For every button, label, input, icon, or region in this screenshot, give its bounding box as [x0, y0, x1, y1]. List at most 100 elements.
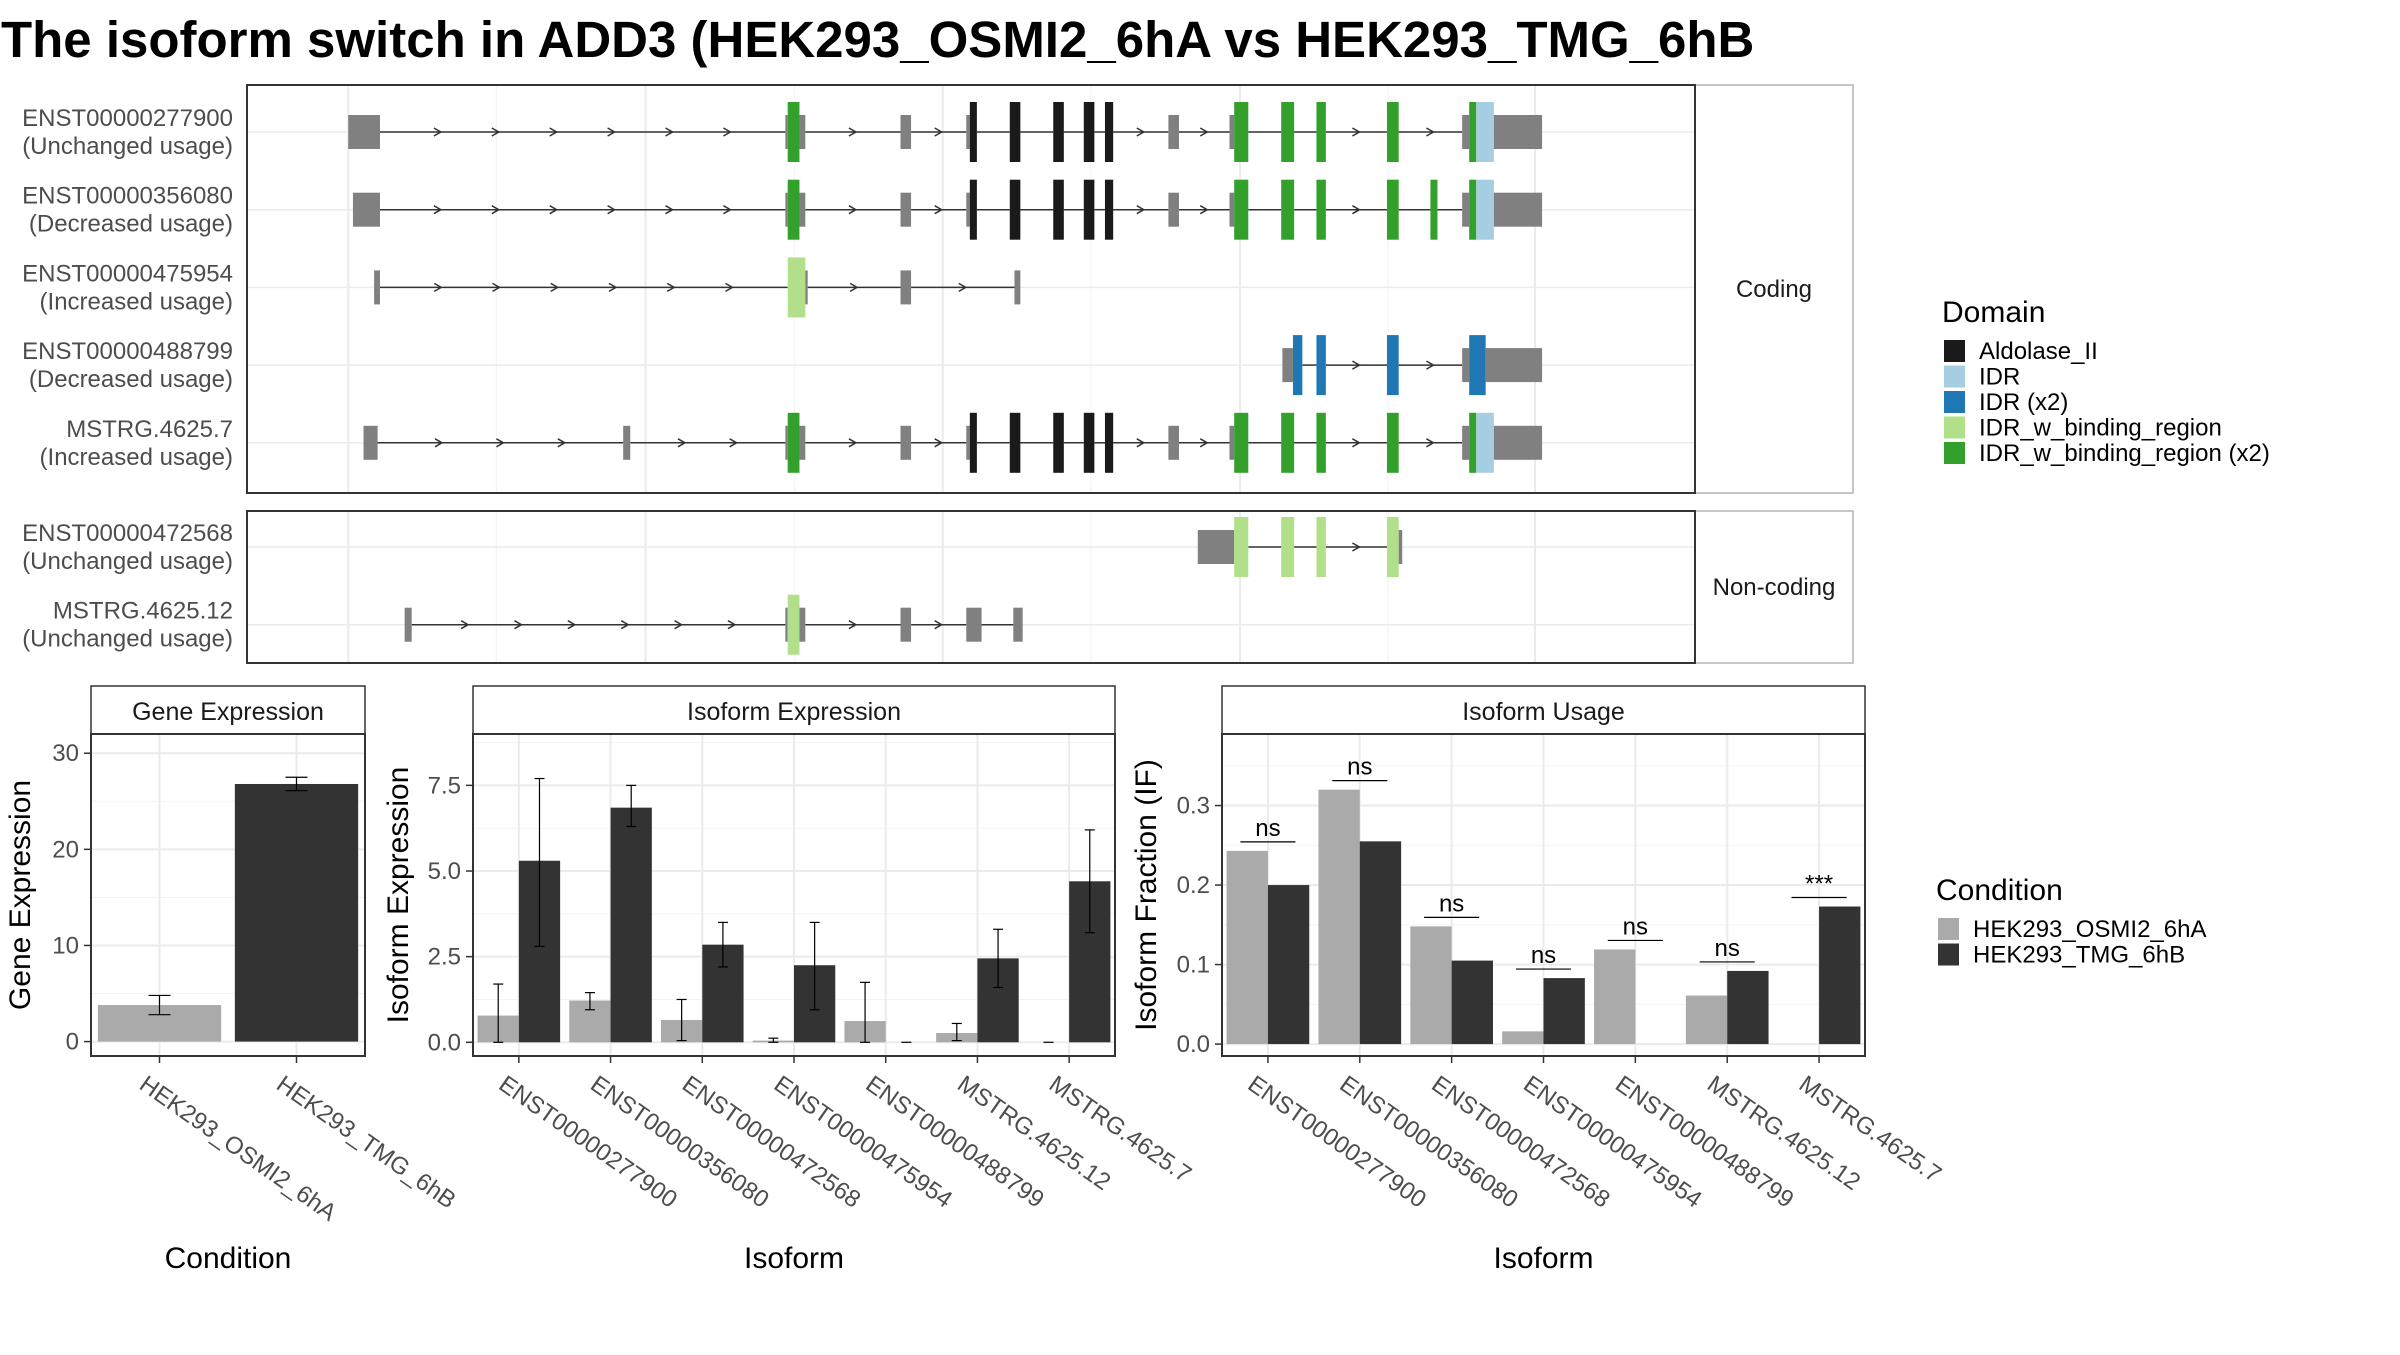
transcript-track	[348, 102, 1543, 162]
structure-panel-border	[246, 510, 1696, 664]
intron-arrow	[934, 127, 944, 137]
intron-arrow	[1136, 127, 1146, 137]
intron-arrow	[1199, 205, 1209, 215]
exon-domain	[1281, 412, 1295, 473]
intron-arrow	[723, 127, 732, 137]
chart-strip	[1221, 685, 1866, 735]
transcript-track	[1282, 335, 1543, 396]
exon-domain	[787, 102, 800, 162]
legend-label: IDR (x2)	[1979, 389, 2068, 416]
y-tick-label: 0.1	[1177, 952, 1210, 979]
transcript-track	[363, 412, 1543, 473]
bar	[1410, 926, 1452, 1045]
y-tick-label: 7.5	[428, 772, 461, 799]
bar	[1451, 960, 1493, 1045]
exon-utr	[623, 425, 631, 460]
y-tick-label: 0.0	[1177, 1031, 1210, 1058]
legend-swatch	[1944, 442, 1965, 464]
intron-arrow	[665, 205, 675, 215]
exon-utr	[805, 270, 808, 305]
exon-utr	[1014, 270, 1021, 305]
exon-utr	[966, 192, 970, 227]
transcript-track	[374, 257, 1021, 318]
intron-arrow	[1352, 360, 1361, 370]
transcript-name-label: MSTRG.4625.12	[53, 598, 233, 625]
intron-arrow	[433, 282, 443, 293]
bar	[1727, 970, 1769, 1045]
exon-domain	[969, 179, 977, 240]
intron-arrow	[1136, 438, 1146, 448]
exon-utr	[1168, 192, 1179, 227]
exon-utr	[1493, 425, 1543, 460]
intron-arrow	[848, 127, 858, 137]
exon-utr	[900, 270, 912, 305]
significance-label: ns	[1347, 754, 1372, 781]
exon-domain	[1281, 517, 1295, 577]
transcript-name-label: ENST00000356080	[22, 183, 233, 210]
intron-arrow	[1199, 438, 1209, 448]
exon-utr	[1493, 115, 1543, 149]
transcript-usage-label: (Unchanged usage)	[22, 548, 233, 575]
significance-label: ns	[1255, 815, 1280, 842]
intron-arrow	[557, 438, 567, 448]
exon-domain	[1476, 412, 1494, 473]
intron-arrow	[491, 205, 501, 215]
chart-strip-title: Gene Expression	[132, 698, 324, 726]
bar	[1318, 789, 1360, 1045]
intron-arrow	[433, 127, 443, 137]
exon-utr	[1229, 192, 1235, 227]
intron-arrow	[848, 438, 858, 448]
intron-arrow	[1199, 127, 1209, 137]
legend-label: Aldolase_II	[1979, 338, 2098, 365]
y-axis-title: Isoform Expression	[382, 767, 415, 1024]
bar	[610, 807, 652, 1043]
bar	[1543, 978, 1585, 1045]
intron-arrow	[1352, 438, 1361, 448]
exon-domain	[1316, 412, 1326, 473]
intron-arrow	[620, 620, 630, 630]
bar	[1685, 995, 1728, 1045]
intron-arrow	[1352, 542, 1361, 552]
y-tick-label: 5.0	[428, 858, 461, 885]
exon-domain	[1469, 179, 1477, 240]
bar	[1267, 885, 1310, 1045]
x-tick-label: MSTRG.4625.12	[1702, 1071, 1865, 1196]
transcript-name-label: ENST00000472568	[22, 520, 233, 547]
exon-domain	[1234, 517, 1249, 577]
legend-swatch	[1944, 416, 1965, 439]
exon-utr	[799, 425, 806, 460]
legend-label: IDR_w_binding_region	[1979, 415, 2222, 442]
exon-utr	[785, 115, 788, 149]
exon-utr	[900, 607, 912, 642]
significance-label: ns	[1623, 913, 1648, 940]
transcript-name-label: MSTRG.4625.7	[66, 416, 233, 443]
chart-strip	[472, 685, 1116, 735]
intron-arrow	[725, 282, 734, 293]
exon-utr	[785, 425, 788, 460]
significance-label: ns	[1439, 890, 1464, 917]
x-axis-title: Isoform	[744, 1242, 844, 1275]
y-axis-title: Isoform Fraction (IF)	[1130, 759, 1163, 1031]
intron-arrow	[550, 282, 560, 293]
intron-arrow	[934, 205, 944, 215]
exon-domain	[1234, 102, 1249, 162]
exon-domain	[1083, 412, 1095, 473]
legend-swatch	[1944, 391, 1965, 413]
chart-strip-title: Isoform Expression	[687, 698, 901, 726]
intron-arrow	[723, 205, 732, 215]
intron-arrow	[677, 438, 687, 448]
intron-arrow	[1426, 127, 1435, 137]
exon-domain	[1386, 102, 1399, 162]
intron-arrow	[1352, 205, 1361, 215]
exon-utr	[1282, 348, 1293, 383]
intron-arrow	[549, 127, 559, 137]
legend-label: IDR_w_binding_region (x2)	[1979, 440, 2270, 467]
intron-arrow	[848, 620, 858, 630]
y-tick-label: 0	[66, 1029, 79, 1056]
intron-arrow	[1426, 438, 1435, 448]
